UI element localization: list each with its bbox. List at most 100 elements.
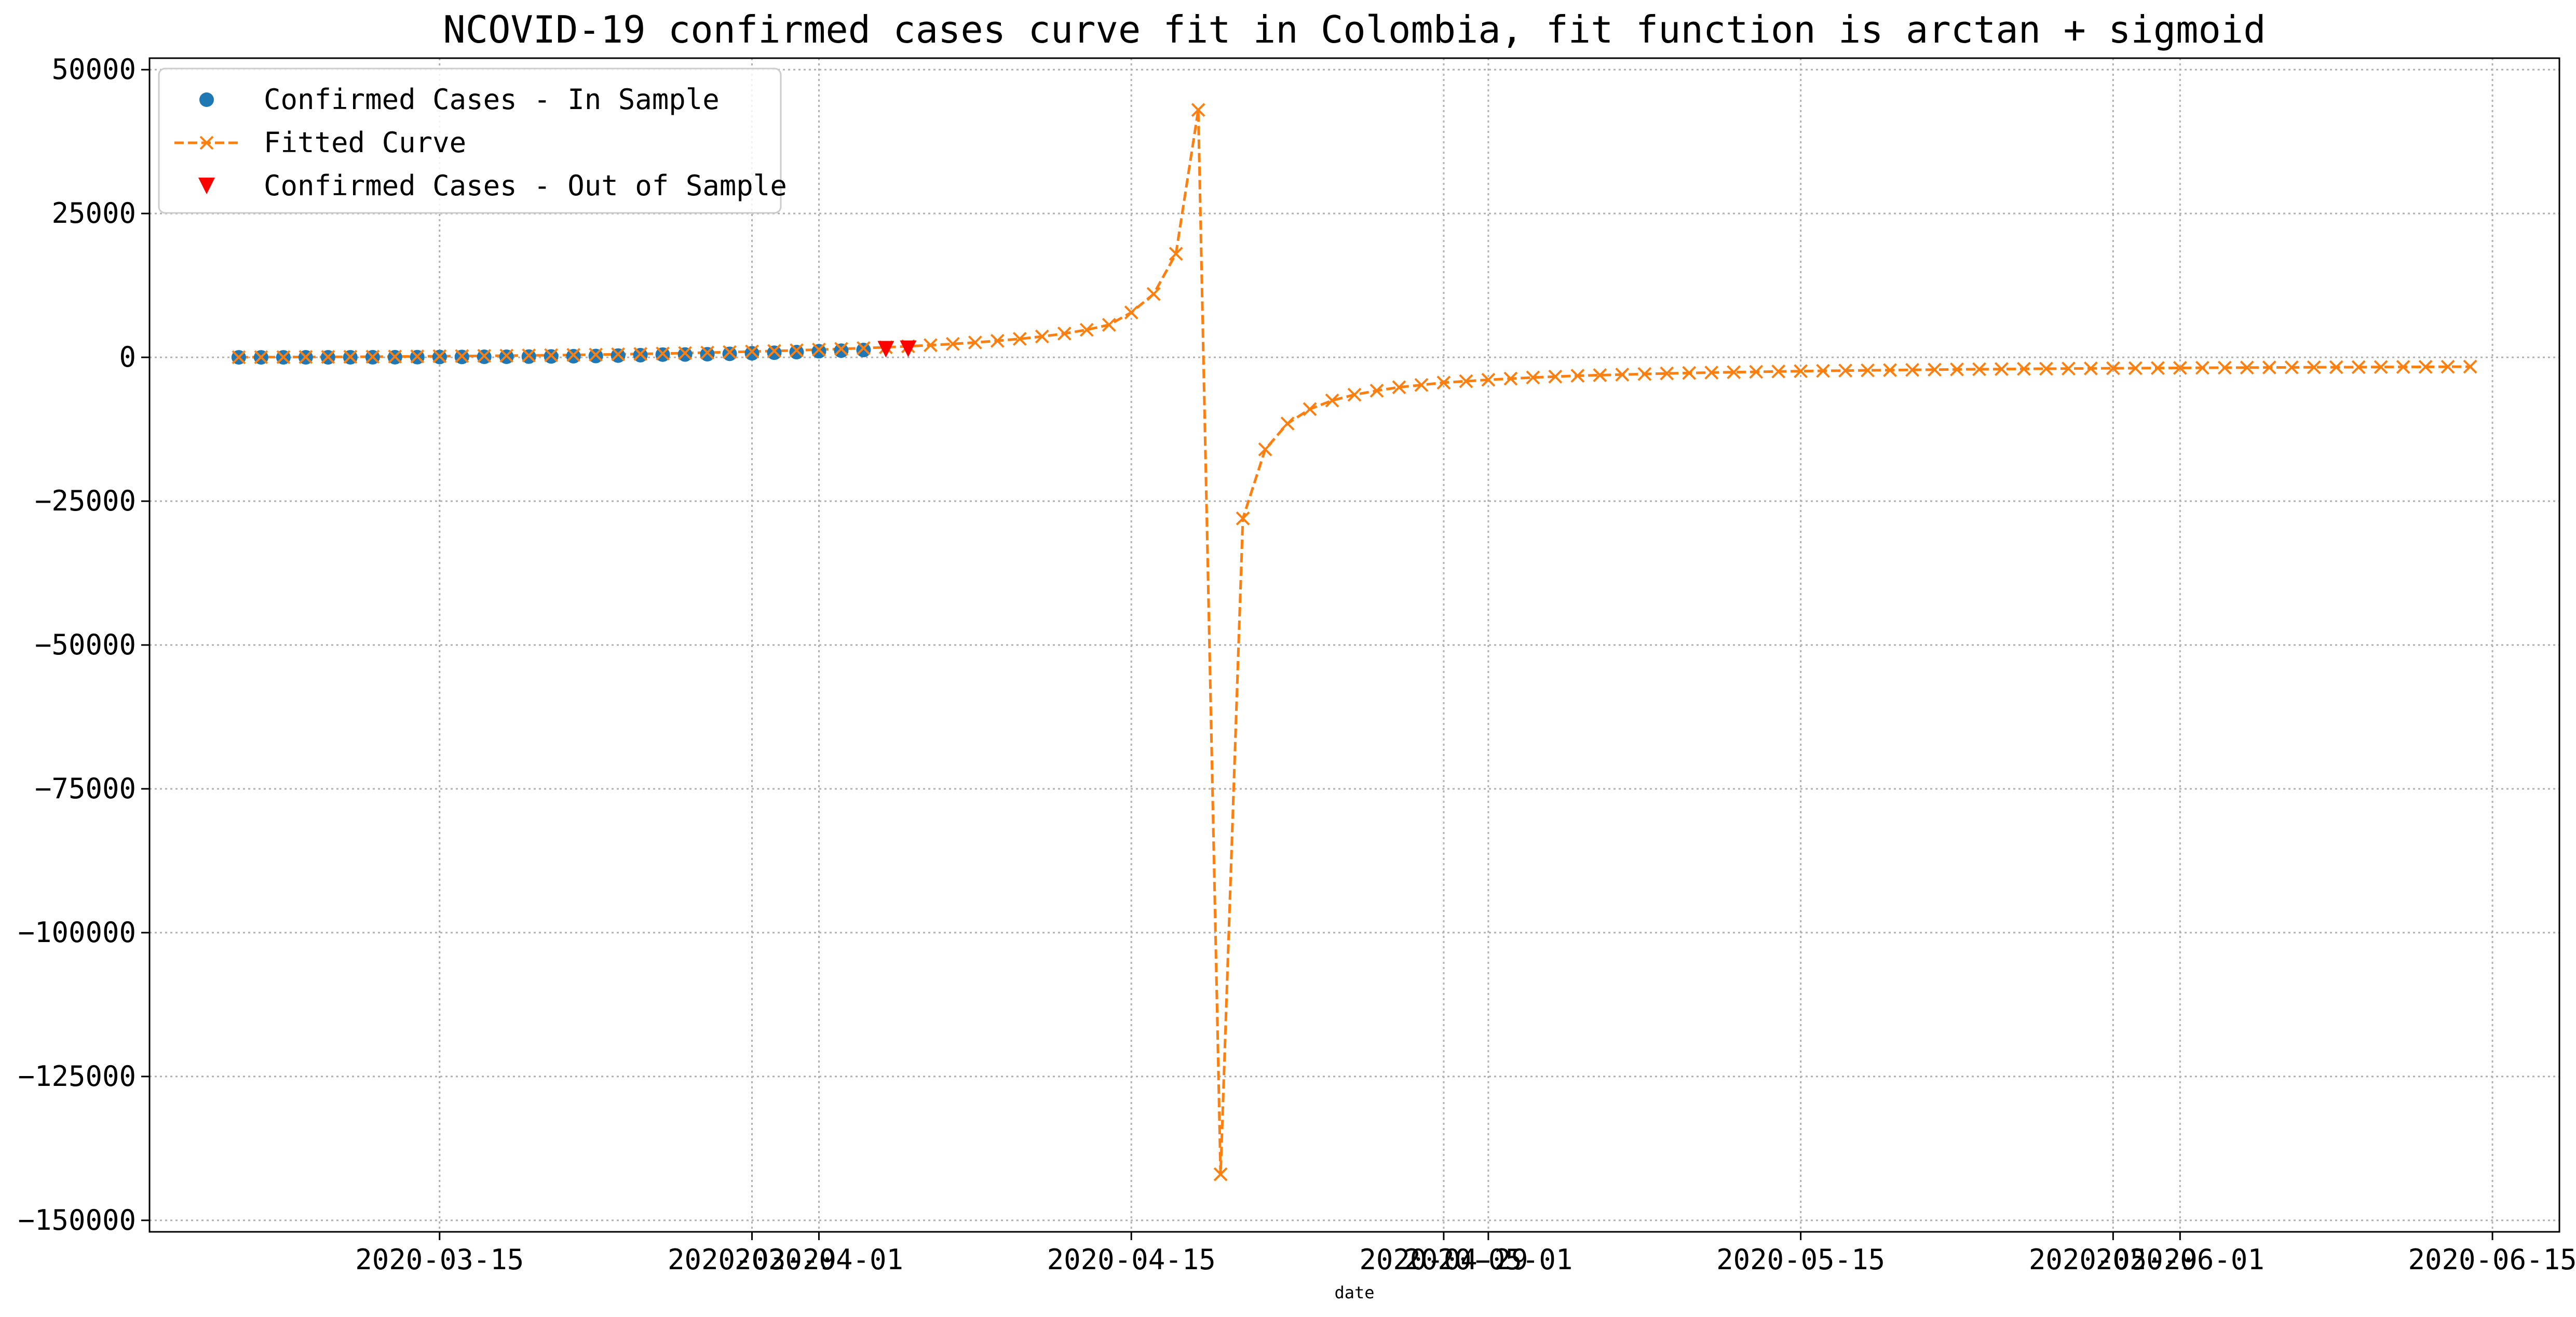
fitted-curve-marker — [1503, 371, 1518, 386]
fitted-curve-marker — [1124, 305, 1138, 320]
fitted-curve-marker — [1548, 369, 1563, 384]
fitted-curve-marker — [2441, 359, 2455, 374]
fitted-curve-marker — [1280, 416, 1295, 431]
fitted-curve-marker — [2150, 361, 2165, 375]
fitted-curve-marker — [723, 345, 737, 359]
fitted-curve-marker — [2463, 359, 2477, 374]
fitted-curve-marker — [1102, 318, 1116, 332]
y-tick-label: −150000 — [18, 1204, 136, 1237]
in-sample-point — [744, 346, 760, 361]
fitted-curve-marker — [321, 350, 335, 364]
x-tick-label: 2020-04-29 — [1359, 1243, 1528, 1276]
in-sample-point — [834, 343, 849, 358]
fitted-curve-marker — [232, 350, 246, 365]
fitted-curve-marker — [812, 342, 826, 357]
in-sample-point — [722, 346, 737, 361]
fitted-curve-marker — [1995, 362, 2009, 377]
fitted-curve-marker — [2083, 361, 2098, 375]
in-sample-point — [789, 345, 804, 360]
chart-title: NCOVID-19 confirmed cases curve fit in C… — [443, 8, 2266, 51]
x-tick-label: 2020-05-29 — [2029, 1243, 2198, 1276]
fitted-curve-marker — [1079, 322, 1094, 337]
fitted-curve-marker — [656, 346, 670, 361]
legend-label: Confirmed Cases - Out of Sample — [264, 169, 787, 202]
fitted-curve-marker — [299, 350, 313, 364]
fitted-curve-marker — [566, 348, 581, 362]
out-of-sample-point — [877, 341, 894, 358]
y-tick-label: 25000 — [51, 197, 136, 230]
fitted-curve-marker — [2262, 360, 2276, 374]
in-sample-point — [700, 347, 715, 362]
y-tick-label: −75000 — [35, 772, 136, 805]
fitted-curve-marker — [1213, 1167, 1228, 1181]
fitted-curve-marker — [1236, 511, 1250, 526]
fitted-curve-marker — [1593, 368, 1607, 382]
fitted-curve-marker — [2173, 361, 2187, 375]
legend-label: Fitted Curve — [264, 126, 466, 159]
fitted-curve-marker — [611, 347, 626, 361]
fitted-curve-marker — [1035, 329, 1049, 344]
fitted-curve-marker — [1660, 366, 1674, 381]
legend-marker-out-of-sample — [198, 178, 215, 194]
fitted-curve-marker — [2106, 361, 2120, 375]
fitted-curve-marker — [1370, 383, 1384, 398]
y-tick-label: −25000 — [35, 485, 136, 517]
fitted-curve-marker — [2374, 360, 2388, 374]
fitted-curve-marker — [365, 350, 380, 364]
fitted-curve-marker — [1169, 247, 1183, 261]
fitted-curve-marker — [990, 333, 1005, 348]
fitted-curve-marker — [678, 346, 692, 360]
fitted-curve-marker — [2307, 360, 2321, 374]
fitted-curve-marker — [455, 349, 469, 364]
fitted-curve-marker — [1459, 374, 1473, 388]
fitted-curve-marker — [1303, 402, 1317, 416]
x-tick-label: 2020-05-01 — [1404, 1243, 1572, 1276]
fitted-curve-marker — [2061, 361, 2076, 376]
fitted-curve-marker — [1905, 362, 1919, 377]
y-tick-label: 50000 — [51, 53, 136, 86]
fitted-curve-marker — [544, 348, 559, 362]
in-sample-point — [767, 345, 782, 360]
fitted-curve-marker — [1570, 369, 1585, 383]
y-tick-label: −100000 — [18, 916, 136, 949]
fitted-curve-marker — [1682, 366, 1697, 380]
fitted-curve-marker — [2418, 359, 2433, 374]
fitted-curve-marker — [1392, 380, 1406, 395]
fitted-curve-marker — [2329, 360, 2343, 374]
legend-box — [158, 68, 782, 214]
fitted-curve-marker — [1950, 362, 1964, 377]
fitted-curve-marker — [856, 341, 871, 355]
fitted-curve-marker — [1861, 363, 1875, 378]
fitted-curve-marker — [1481, 372, 1496, 387]
in-sample-point — [856, 343, 871, 358]
fitted-curve-marker — [254, 350, 268, 365]
fitted-curve-marker — [2351, 360, 2366, 374]
y-axis: 50000 25000 0 −25000 −50000 −75000 −100000 −125… — [18, 53, 150, 1237]
out-of-sample-point — [900, 340, 917, 357]
fitted-curve-marker — [2039, 361, 2053, 376]
fitted-curve-marker — [1972, 362, 1986, 377]
fitted-curve-marker — [1883, 363, 1897, 378]
fitted-curve-marker — [388, 350, 402, 364]
fitted-curve-marker — [522, 348, 536, 362]
x-tick-label: 2020-03-29 — [668, 1243, 836, 1276]
fitted-curve-marker — [1414, 378, 1429, 392]
fitted-curve-marker — [343, 350, 358, 364]
fitted-curve-marker — [945, 337, 960, 351]
legend: Confirmed Cases - In Sample Fitted Curve C… — [158, 68, 787, 214]
fitted-curve-marker — [1838, 364, 1853, 378]
fitted-curve-marker — [1816, 364, 1831, 378]
fitted-curve-marker — [790, 343, 804, 357]
fitted-curve-marker — [1727, 365, 1741, 380]
fitted-curve-marker — [276, 350, 291, 365]
fitted-curve-marker — [2284, 360, 2299, 374]
fitted-curve-marker — [767, 344, 781, 358]
fitted-curve-marker — [1146, 287, 1161, 301]
fitted-curve-marker — [1928, 362, 1942, 377]
fitted-curve-marker — [2195, 360, 2209, 375]
fitted-curve-marker — [1794, 364, 1808, 379]
y-tick-label: −50000 — [35, 628, 136, 661]
fitted-curve-marker — [2128, 361, 2143, 375]
